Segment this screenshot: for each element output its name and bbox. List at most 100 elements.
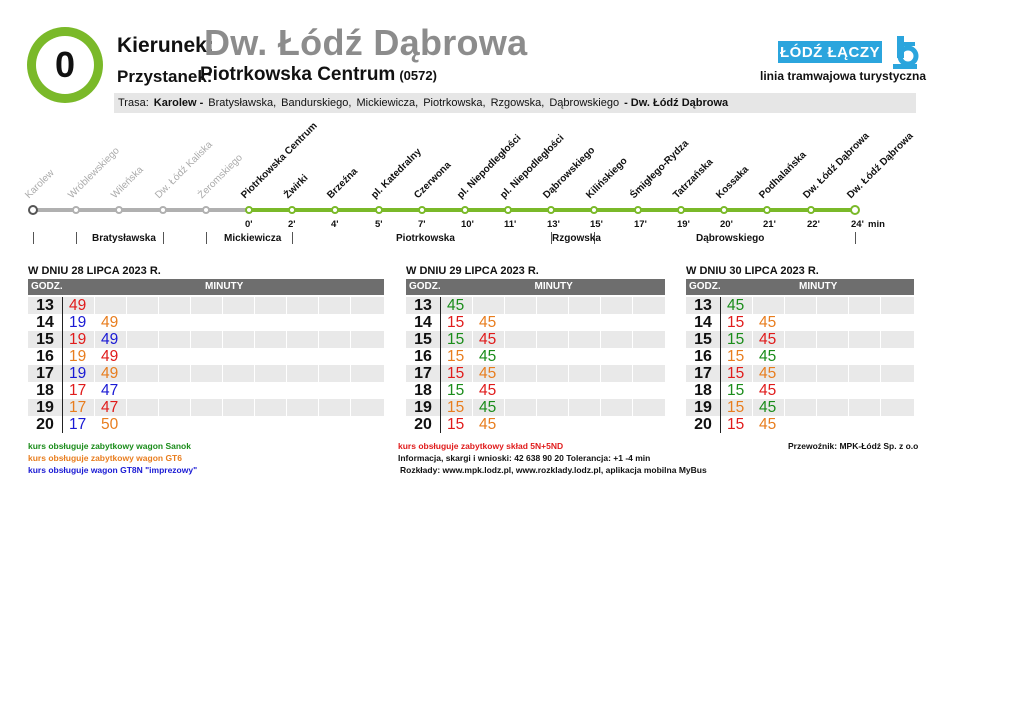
street-label: Mickiewicza (224, 233, 282, 244)
hour-divider (62, 348, 63, 365)
hour-cell: 15 (414, 331, 432, 348)
timetable-header: GODZ. MINUTY (686, 279, 914, 295)
hour-divider (440, 365, 441, 382)
line-number: 0 (36, 36, 94, 94)
departure-minute: 45 (727, 297, 745, 314)
stop-marker (375, 206, 383, 214)
cell-separator (126, 399, 127, 416)
timetable-row: 13 49 (28, 297, 384, 314)
hour-cell: 13 (694, 297, 712, 314)
departure-minute: 15 (727, 331, 745, 348)
street-label: Rzgowska (552, 233, 601, 244)
timetable-row: 20 15 45 (686, 416, 914, 433)
row-stripe (686, 399, 914, 416)
cell-separator (350, 331, 351, 348)
stop-marker (28, 205, 38, 215)
cell-separator (504, 297, 505, 314)
timetable-row: 16 15 45 (406, 348, 665, 365)
street-label: Dąbrowskiego (696, 233, 765, 244)
hour-divider (440, 416, 441, 433)
route-street: Mickiewicza, (356, 97, 419, 109)
cell-separator (600, 331, 601, 348)
cell-separator (222, 399, 223, 416)
cell-separator (254, 365, 255, 382)
hour-cell: 17 (36, 365, 54, 382)
hour-cell: 20 (36, 416, 54, 433)
direction-value: Dw. Łódź Dąbrowa (204, 22, 528, 63)
stop-label: Żwirki (282, 172, 311, 201)
departure-minute: 45 (759, 314, 777, 331)
cell-separator (816, 399, 817, 416)
stop-marker (547, 206, 555, 214)
cell-separator (568, 297, 569, 314)
timetable-row: 13 45 (686, 297, 914, 314)
hour-divider (440, 399, 441, 416)
cell-separator (880, 297, 881, 314)
line-type: linia tramwajowa turystyczna (760, 69, 927, 83)
timetable-header: GODZ. MINUTY (28, 279, 384, 295)
legend-5n: kurs obsługuje zabytkowy skład 5N+5ND (398, 441, 564, 451)
cell-separator (286, 399, 287, 416)
hour-cell: 15 (694, 331, 712, 348)
departure-minute: 49 (101, 314, 119, 331)
lodz-boat-icon (893, 36, 919, 69)
hour-divider (720, 365, 721, 382)
departure-minute: 19 (69, 314, 87, 331)
cell-separator (880, 331, 881, 348)
stop-marker (245, 206, 253, 214)
stop-marker (720, 206, 728, 214)
cell-separator (568, 331, 569, 348)
departure-minute: 45 (479, 348, 497, 365)
cell-separator (94, 365, 95, 382)
timetable-row: 15 15 45 (406, 331, 665, 348)
street-divider (551, 232, 552, 244)
cell-separator (472, 331, 473, 348)
departure-minute: 15 (727, 348, 745, 365)
cell-separator (126, 365, 127, 382)
cell-separator (784, 399, 785, 416)
travel-time: 13' (547, 219, 560, 230)
stop-name-text: Piotrkowska Centrum (200, 64, 396, 85)
hour-divider (62, 314, 63, 331)
hour-cell: 13 (36, 297, 54, 314)
hour-cell: 16 (414, 348, 432, 365)
timetable-row: 17 15 45 (686, 365, 914, 382)
departure-minute: 15 (447, 382, 465, 399)
cell-separator (536, 297, 537, 314)
cell-separator (472, 399, 473, 416)
hour-divider (62, 416, 63, 433)
timetable-row: 19 15 45 (686, 399, 914, 416)
hour-cell: 18 (694, 382, 712, 399)
street-divider (163, 232, 164, 244)
route-description: Trasa: Karolew - Bratysławska, Bandurski… (114, 93, 916, 113)
hour-divider (62, 382, 63, 399)
cell-separator (568, 399, 569, 416)
departure-minute: 15 (727, 314, 745, 331)
stop-marker (288, 206, 296, 214)
cell-separator (286, 297, 287, 314)
cell-separator (350, 297, 351, 314)
cell-separator (784, 365, 785, 382)
timetable-row: 16 15 45 (686, 348, 914, 365)
hour-cell: 19 (414, 399, 432, 416)
stop-marker (72, 206, 80, 214)
departure-minute: 47 (101, 399, 119, 416)
hour-divider (62, 365, 63, 382)
stop-marker (115, 206, 123, 214)
cell-separator (350, 365, 351, 382)
cell-separator (752, 297, 753, 314)
row-stripe (28, 331, 384, 348)
hour-divider (440, 348, 441, 365)
cell-separator (158, 331, 159, 348)
cell-separator (318, 331, 319, 348)
hour-cell: 13 (414, 297, 432, 314)
departure-minute: 45 (479, 365, 497, 382)
cell-separator (94, 331, 95, 348)
cell-separator (222, 297, 223, 314)
hour-divider (720, 297, 721, 314)
departure-minute: 49 (101, 331, 119, 348)
stop-marker (677, 206, 685, 214)
route-street: Bandurskiego, (281, 97, 352, 109)
hour-column-header: GODZ. (31, 281, 63, 292)
cell-separator (816, 331, 817, 348)
